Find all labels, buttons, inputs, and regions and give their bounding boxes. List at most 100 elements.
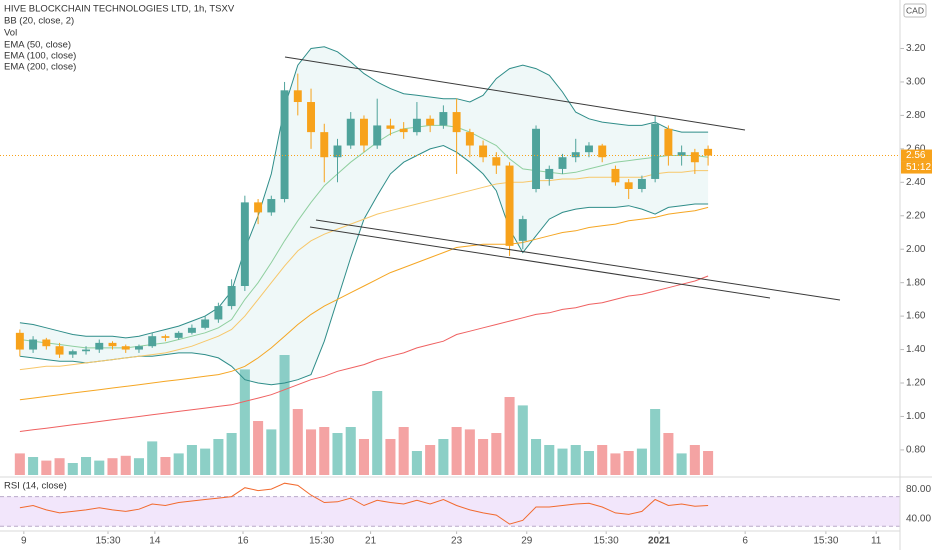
volume-bar xyxy=(319,427,330,475)
legend-entry: Vol xyxy=(4,28,17,39)
candle-body xyxy=(187,327,196,333)
x-tick-label: 15:30 xyxy=(813,536,838,547)
candle-body xyxy=(412,118,421,133)
y-tick-label: 2.40 xyxy=(906,177,926,188)
candle-body xyxy=(426,118,435,126)
legend-entry: RSI (14, close) xyxy=(4,481,67,492)
volume-bar xyxy=(292,409,303,475)
y-tick-label: 0.80 xyxy=(906,445,926,456)
volume-bar xyxy=(570,445,581,475)
volume-bar xyxy=(81,457,92,475)
x-tick-label: 16 xyxy=(237,536,249,547)
candle-body xyxy=(161,336,170,338)
axes-layer: 40.00 80.00 0.80 1.00 1.20 1.40 1.60 1.80 2.00 2.… xyxy=(0,43,932,547)
x-tick-label: 14 xyxy=(149,536,161,547)
candle-body xyxy=(479,145,488,158)
volume-bar xyxy=(372,391,383,475)
volume-bar xyxy=(67,463,78,475)
candle-body xyxy=(307,102,315,133)
volume-bar xyxy=(239,369,250,475)
candle-body xyxy=(108,342,117,347)
trend-line xyxy=(309,226,771,299)
rsi-tick-label: 80.00 xyxy=(906,484,931,495)
candle-body xyxy=(664,128,673,156)
candle-body xyxy=(452,112,461,133)
x-tick-label: 21 xyxy=(365,536,377,547)
rsi-line xyxy=(19,482,709,525)
candle-body xyxy=(677,152,686,156)
candle-body xyxy=(55,346,64,355)
volume-bar xyxy=(411,451,422,475)
volume-bar xyxy=(266,429,277,475)
candle-body xyxy=(598,145,607,158)
candle-body xyxy=(690,152,699,163)
volume-bar xyxy=(147,441,158,475)
volume-bar xyxy=(332,433,343,475)
volume-bar xyxy=(133,458,144,475)
candle-body xyxy=(373,125,382,146)
candle-body xyxy=(532,128,540,189)
candle-body xyxy=(439,112,448,126)
volume-bar xyxy=(306,429,317,475)
candle-body xyxy=(558,157,567,169)
candle-body xyxy=(333,145,342,158)
y-tick-label: 1.80 xyxy=(906,277,926,288)
candle-body xyxy=(704,148,713,156)
y-tick-label: 1.40 xyxy=(906,344,926,355)
candle-body xyxy=(492,157,501,166)
candle-body xyxy=(346,118,355,146)
volume-bar xyxy=(689,445,700,475)
volume-bar xyxy=(358,439,369,475)
candle-body xyxy=(518,219,527,241)
legend-entry: EMA (100, close) xyxy=(4,51,76,62)
rsi-band-layer xyxy=(0,482,900,527)
y-tick-label: 2.60 xyxy=(906,143,926,154)
countdown-box xyxy=(901,161,932,174)
candle-body xyxy=(465,132,474,146)
volume-bar xyxy=(213,439,224,475)
volume-bar xyxy=(504,397,515,475)
candle-body xyxy=(68,351,77,355)
volume-bar xyxy=(703,451,714,475)
volume-bar xyxy=(186,445,197,475)
legend-entry: EMA (50, close) xyxy=(4,40,71,51)
volume-bar xyxy=(345,427,356,475)
volume-bar xyxy=(451,427,462,475)
volume-bar xyxy=(94,460,105,475)
candle-body xyxy=(15,332,24,350)
x-tick-label: 15:30 xyxy=(309,536,334,547)
volume-bar xyxy=(28,457,39,475)
volume-bar xyxy=(107,458,118,475)
candle-body xyxy=(651,123,660,179)
volume-bar xyxy=(54,458,65,475)
volume-bar xyxy=(226,433,237,475)
trend-line xyxy=(315,219,841,301)
ema-layer xyxy=(19,170,709,432)
candle-body xyxy=(637,178,646,189)
candle-body xyxy=(360,118,368,146)
x-tick-label: 29 xyxy=(521,536,533,547)
candle-body xyxy=(320,132,329,158)
volume-bar xyxy=(398,427,409,475)
candle-body xyxy=(571,152,580,158)
y-tick-label: 3.20 xyxy=(906,43,926,54)
candle-body xyxy=(42,339,51,347)
candle-body xyxy=(254,202,263,213)
volume-bar xyxy=(663,433,674,475)
candle-body xyxy=(135,346,143,350)
volume-bar xyxy=(41,460,52,475)
volume-bar xyxy=(14,453,25,475)
countdown-label: 51:12 xyxy=(906,162,931,173)
volume-bar xyxy=(583,451,594,475)
candle-body xyxy=(293,90,302,103)
volume-bar xyxy=(636,448,647,475)
candle-body xyxy=(624,182,633,189)
candle-body xyxy=(214,306,223,320)
legend-entry: EMA (200, close) xyxy=(4,62,76,73)
candle-body xyxy=(148,336,157,347)
bb-upper xyxy=(19,46,709,339)
candle-body xyxy=(121,346,130,350)
candle-body xyxy=(267,199,276,213)
volume-bar xyxy=(544,445,555,475)
